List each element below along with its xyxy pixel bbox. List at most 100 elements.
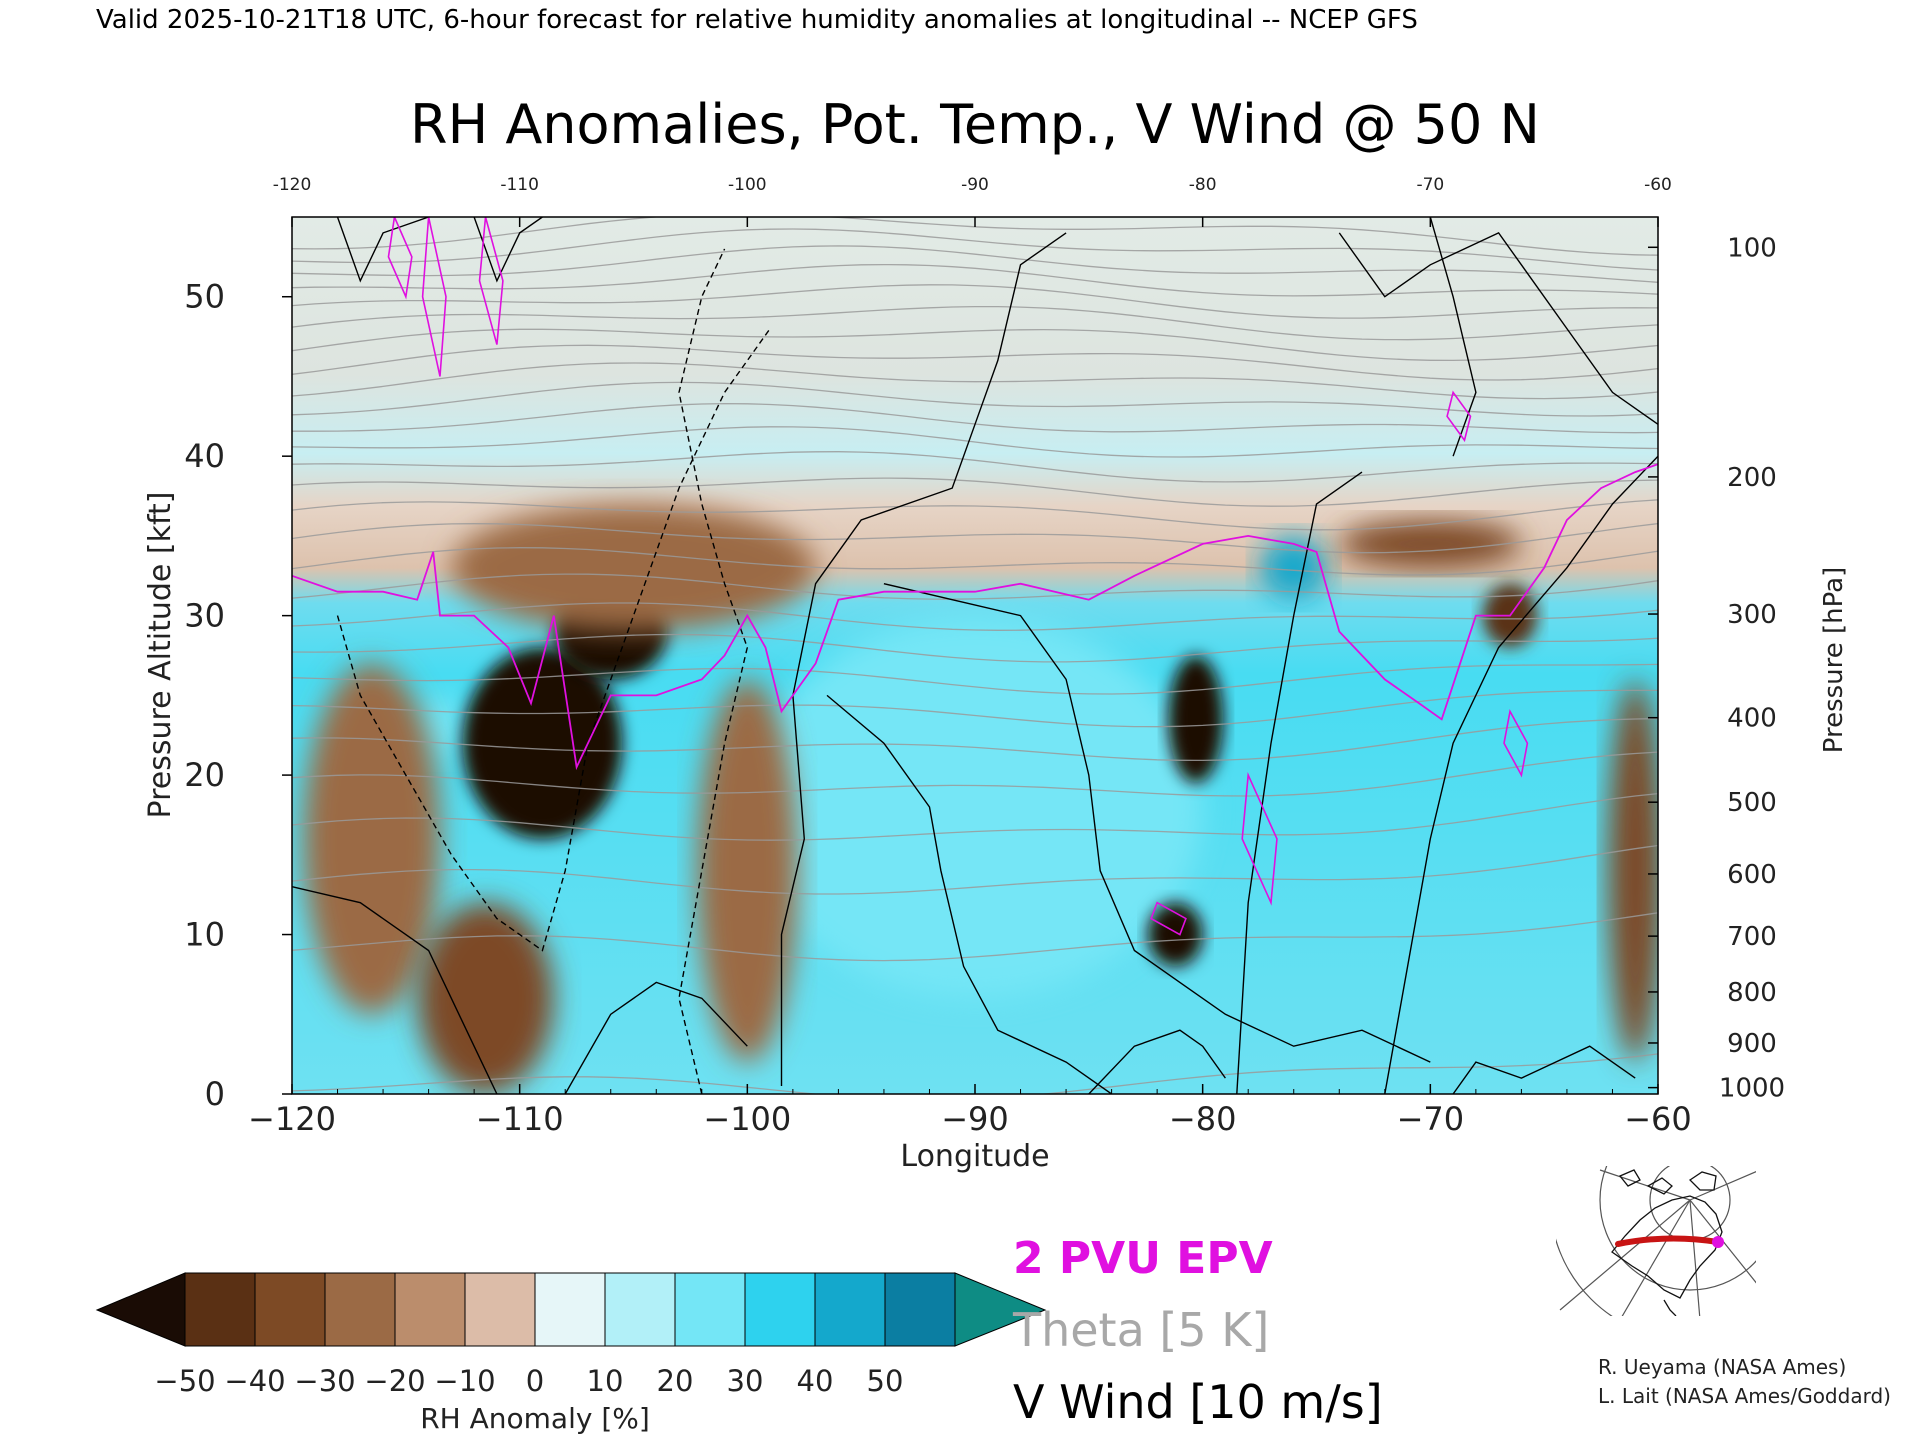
axis-ticks: −120 -120 −110 -110 −100 -100 −90 -90 −80 -80 −70 -… [184, 175, 1785, 1138]
x-tick-label: −110 [476, 1100, 564, 1138]
v-wind-contours [292, 217, 1658, 1094]
theta-line [292, 663, 1658, 695]
theta-line [292, 522, 1658, 554]
rh-anomaly-field [303, 504, 1658, 1094]
theta-line [292, 547, 1658, 576]
v-wind-contour [1384, 455, 1658, 1094]
x-top-tick-label: -110 [500, 175, 539, 195]
colorbar-swatch [534, 1272, 606, 1347]
pressure-tick-label: 700 [1727, 922, 1777, 952]
dry-region [1168, 655, 1224, 784]
dry-region [697, 679, 798, 1063]
credit-line-2: L. Lait (NASA Ames/Goddard) [1598, 1384, 1891, 1408]
colorbar-tick-label: −30 [294, 1364, 355, 1398]
chart-title: RH Anomalies, Pot. Temp., V Wind @ 50 N [410, 93, 1540, 156]
theta-line [292, 689, 1658, 728]
theta-line [292, 305, 1658, 341]
dry-region [1148, 902, 1203, 967]
x-tick-label: −90 [941, 1100, 1009, 1138]
theta-line [292, 602, 1658, 631]
x-top-tick-label: -120 [273, 175, 312, 195]
pressure-tick-label: 400 [1727, 704, 1777, 734]
theta-line [292, 751, 1658, 797]
y2-axis-label: Pressure [hPa] [1819, 567, 1849, 754]
epv-filament [421, 217, 447, 377]
colorbar-tick-label: −40 [224, 1364, 285, 1398]
epv-filament [1150, 901, 1187, 936]
v-wind-contour [1338, 232, 1658, 425]
v-wind-contour [473, 217, 543, 283]
y-tick-label: 10 [184, 916, 225, 954]
pressure-tick-label: 100 [1727, 233, 1777, 263]
dry-region [451, 504, 816, 632]
v-wind-contour [780, 232, 1067, 1086]
v-wind-contour [1452, 1045, 1636, 1094]
v-wind-contour [1429, 217, 1477, 457]
v-wind-contour [292, 886, 498, 1094]
colorbar-swatch [394, 1272, 466, 1347]
pressure-tick-label: 500 [1727, 788, 1777, 818]
x-tick-label: −80 [1169, 1100, 1237, 1138]
theta-line [292, 451, 1658, 483]
y-tick-label: 50 [184, 278, 225, 316]
dry-region [1339, 519, 1522, 568]
inset-map [1556, 1166, 1756, 1316]
theta-line [292, 362, 1658, 400]
colorbar-swatch [254, 1272, 326, 1347]
plot-area: −120 -120 −110 -110 −100 -100 −90 -90 −80 -80 −70 -… [184, 175, 1785, 1138]
theta-line [292, 912, 1658, 962]
x-tick-label: −100 [703, 1100, 791, 1138]
theta-isentropes [292, 217, 1658, 1094]
valid-line: Valid 2025-10-21T18 UTC, 6-hour forecast… [96, 5, 1418, 35]
v-wind-contour [883, 583, 1431, 1063]
y-tick-label: 20 [184, 756, 225, 794]
colorbar-swatch [814, 1272, 886, 1347]
colorbar-tick-label: −20 [364, 1364, 425, 1398]
epv-line [292, 463, 1658, 771]
x-tick-label: −60 [1624, 1100, 1692, 1138]
theta-line [292, 344, 1658, 381]
x-top-tick-label: -80 [1189, 175, 1217, 195]
x-axis-label: Longitude [900, 1139, 1049, 1174]
pressure-tick-label: 600 [1727, 860, 1777, 890]
v-wind-contour [678, 248, 749, 1094]
theta-line [292, 717, 1658, 762]
epv-2pvu-line [292, 217, 1658, 936]
legend-v-wind: V Wind [10 m/s] [1013, 1375, 1383, 1429]
y-tick-label: 40 [184, 437, 225, 475]
y-tick-label: 30 [184, 597, 225, 635]
colorbar-swatch [884, 1272, 956, 1347]
colorbar-tick-label: 20 [657, 1364, 694, 1398]
colorbar-swatch [464, 1272, 536, 1347]
theta-line [292, 328, 1658, 362]
colorbar-swatch [324, 1272, 396, 1347]
theta-line [292, 245, 1658, 283]
x-top-tick-label: -100 [728, 175, 767, 195]
colorbar: −50 −40 −30 −20 −10 0 10 20 30 40 50 [95, 1272, 1047, 1398]
epv-filament [1446, 390, 1472, 443]
theta-line [292, 426, 1658, 458]
epv-filament [387, 217, 413, 300]
v-wind-contour [336, 328, 771, 952]
theta-line [292, 284, 1658, 319]
moist-region [1259, 535, 1328, 600]
dry-region [1607, 679, 1658, 1063]
epv-filament [1503, 708, 1529, 778]
pressure-tick-label: 900 [1727, 1029, 1777, 1059]
colorbar-high-arrow [954, 1272, 1047, 1347]
theta-line [292, 573, 1658, 600]
colorbar-tick-label: 0 [526, 1364, 544, 1398]
theta-line [292, 499, 1658, 531]
colorbar-label: RH Anomaly [%] [420, 1402, 650, 1435]
epv-filament [478, 217, 504, 345]
colorbar-swatch [184, 1272, 256, 1347]
theta-line [292, 381, 1658, 417]
credit-line-1: R. Ueyama (NASA Ames) [1598, 1355, 1846, 1379]
colorbar-tick-label: 40 [797, 1364, 834, 1398]
theta-line [292, 792, 1658, 841]
colorbar-tick-label: 50 [867, 1364, 904, 1398]
x-top-tick-label: -70 [1416, 175, 1444, 195]
y-tick-label: 0 [205, 1075, 225, 1113]
dry-region [303, 663, 440, 1015]
